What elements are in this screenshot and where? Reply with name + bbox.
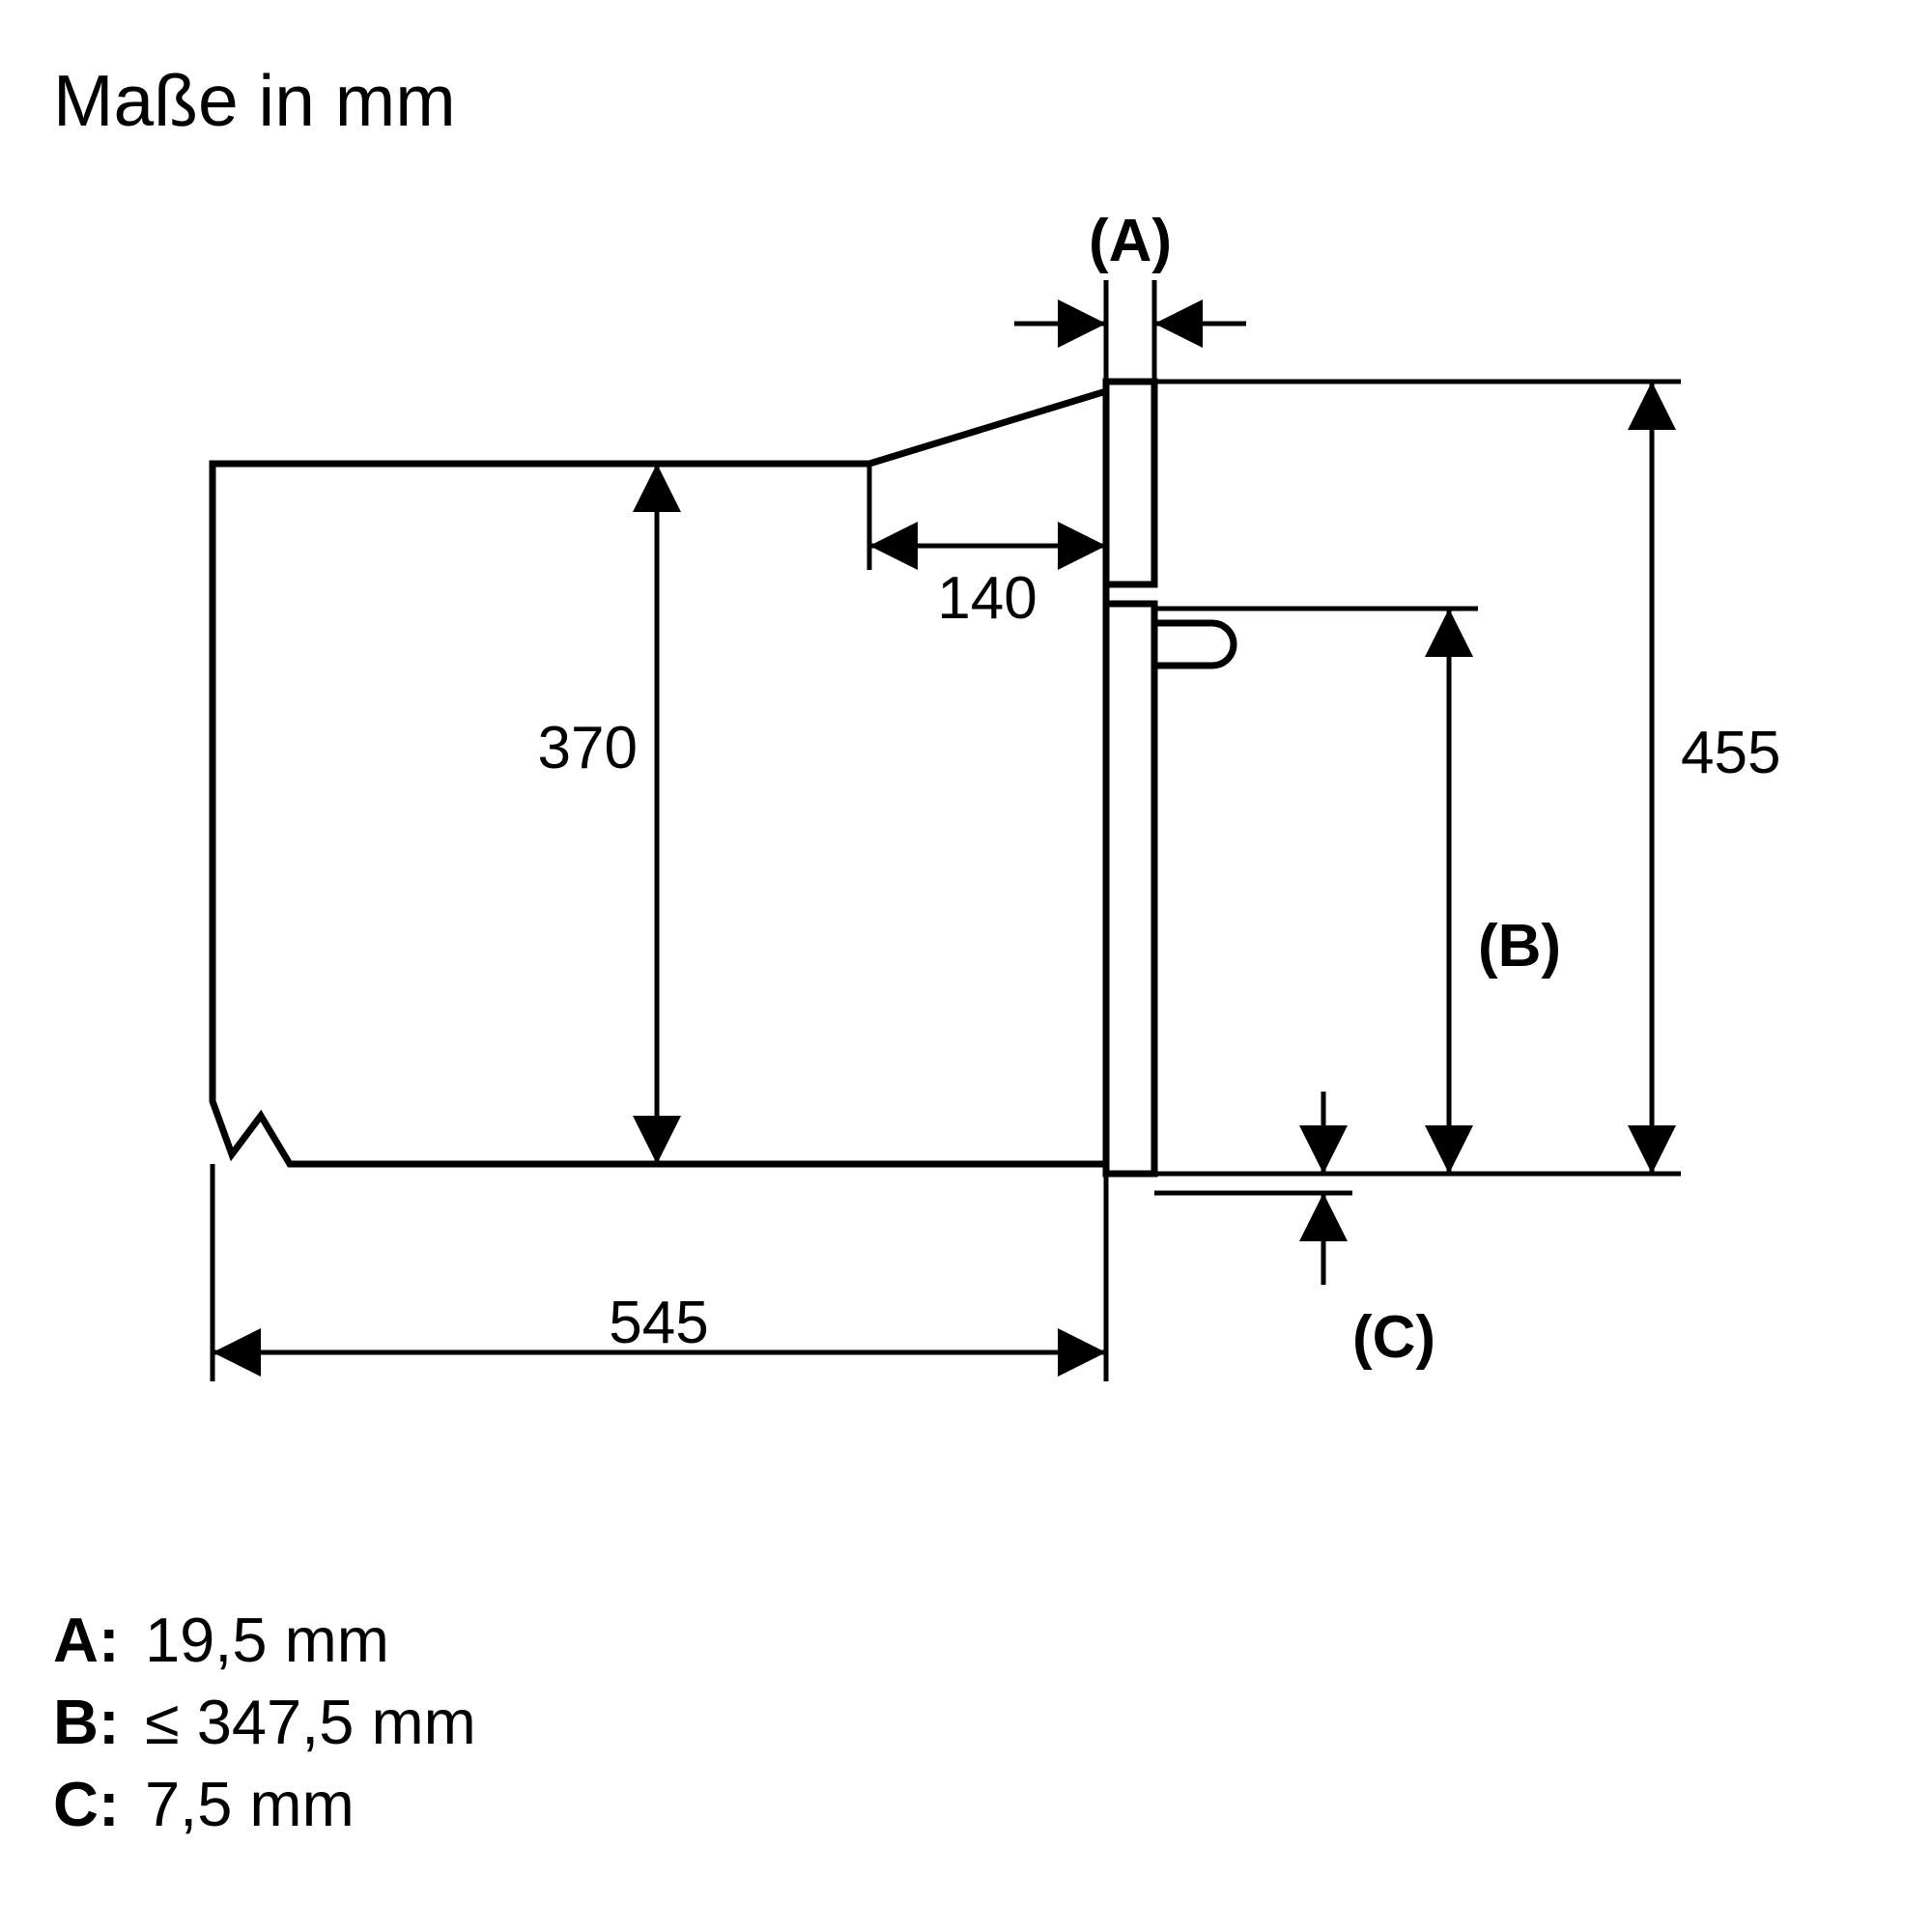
label-C: (C) — [1352, 1304, 1435, 1371]
label-140: 140 — [937, 565, 1037, 632]
right-extension-lines — [1154, 382, 1681, 1193]
legend: A: 19,5 mm B: ≤ 347,5 mm C: 7,5 mm — [53, 1605, 476, 1839]
legend-B-value: ≤ 347,5 mm — [145, 1687, 476, 1757]
legend-A-label: A: — [53, 1605, 120, 1675]
label-455: 455 — [1681, 720, 1780, 786]
label-A: (A) — [1089, 208, 1172, 274]
appliance-outline — [213, 382, 1234, 1174]
legend-A-value: 19,5 mm — [145, 1605, 389, 1675]
dimension-370: 370 — [538, 464, 657, 1164]
dimension-C: (C) — [1323, 1092, 1435, 1371]
legend-C-value: 7,5 mm — [145, 1769, 355, 1839]
dimension-455: 455 — [1652, 382, 1780, 1174]
legend-B-label: B: — [53, 1687, 120, 1757]
label-B: (B) — [1478, 913, 1561, 980]
dimension-B: (B) — [1449, 609, 1561, 1174]
diagram-title: Maße in mm — [53, 60, 456, 141]
technical-drawing: Maße in mm (A) 140 370 545 — [0, 0, 1932, 1932]
label-370: 370 — [538, 715, 638, 781]
legend-C-label: C: — [53, 1769, 120, 1839]
dimension-545: 545 — [213, 1164, 1106, 1381]
label-545: 545 — [609, 1290, 708, 1356]
dimension-A: (A) — [1014, 208, 1246, 382]
dimension-140: 140 — [869, 464, 1106, 632]
